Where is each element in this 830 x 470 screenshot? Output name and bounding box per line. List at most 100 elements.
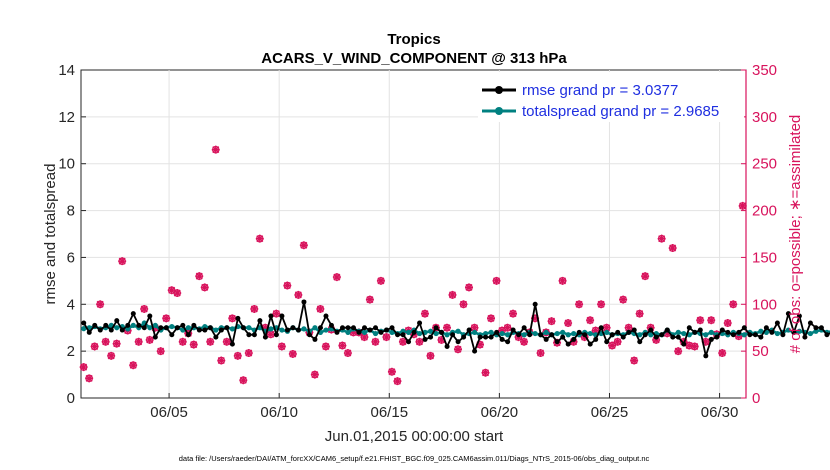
chart-subtitle: ACARS_V_WIND_COMPONENT @ 313 hPa [261, 50, 567, 67]
y-tick-label-right: 0 [752, 390, 760, 407]
rmse-point [345, 325, 351, 331]
rmse-point [395, 332, 401, 338]
spread-point [455, 328, 461, 334]
spread-point [444, 332, 450, 338]
rmse-point [191, 322, 197, 328]
spread-point [648, 332, 654, 338]
obs-assimilated-marker [630, 356, 639, 365]
rmse-point [317, 325, 323, 331]
obs-count-point [90, 342, 99, 351]
obs-assimilated-marker [200, 283, 209, 292]
rmse-point [268, 313, 274, 319]
obs-count-point [129, 361, 138, 370]
rmse-point [240, 325, 246, 331]
obs-assimilated-marker [167, 286, 176, 295]
rmse-point [411, 329, 417, 335]
obs-assimilated-marker [459, 300, 468, 309]
obs-count-point [509, 309, 518, 318]
rmse-point [483, 334, 489, 340]
legend: rmse grand pr = 3.0377 totalspread grand… [478, 72, 744, 122]
obs-assimilated-marker [575, 300, 584, 309]
obs-count-point [685, 341, 694, 350]
obs-count-point [195, 272, 204, 281]
obs-count-point [415, 337, 424, 346]
legend-box [478, 72, 744, 122]
x-tick-label: 06/10 [260, 404, 298, 421]
rmse-point [367, 327, 373, 333]
obs-assimilated-marker [140, 304, 149, 313]
rmse-point [769, 329, 775, 335]
spread-point [427, 328, 434, 334]
obs-count-point [619, 295, 628, 304]
spread-point [774, 330, 780, 337]
obs-count-point [338, 341, 347, 350]
legend-rmse-label: rmse grand pr = 3.0377 [522, 82, 678, 99]
obs-count-point [608, 341, 617, 350]
obs-assimilated-marker [685, 341, 694, 350]
rmse-point [384, 327, 390, 333]
y-tick-label-left: 10 [58, 156, 75, 173]
rmse-point [136, 322, 142, 328]
rmse-point [158, 325, 164, 331]
obs-assimilated-marker [492, 276, 501, 285]
obs-count-point [288, 349, 297, 358]
obs-assimilated-marker [288, 349, 297, 358]
rmse-point [807, 320, 813, 326]
rmse-point [494, 329, 500, 335]
footnote-data-file: data file: /Users/raeder/DAI/ATM_forcXX/… [179, 454, 650, 463]
spread-point [169, 323, 175, 330]
obs-count-point [718, 349, 727, 358]
rmse-point [185, 332, 191, 338]
rmse-point [152, 334, 158, 340]
obs-assimilated-marker [365, 295, 374, 304]
obs-assimilated-marker [387, 367, 396, 376]
spread-point [213, 327, 219, 333]
obs-count-point [657, 234, 666, 243]
y-axis-label-left: rmse and totalspread [42, 164, 59, 305]
obs-count-point [459, 300, 468, 309]
rmse-point [81, 320, 87, 326]
obs-assimilated-marker [255, 234, 264, 243]
y-tick-label-right: 300 [752, 109, 777, 126]
obs-count-point [690, 342, 699, 351]
rmse-point [521, 325, 527, 331]
obs-count-point [189, 340, 198, 349]
rmse-point [736, 329, 742, 335]
obs-assimilated-marker [382, 333, 391, 342]
obs-count-point [729, 300, 738, 309]
obs-assimilated-marker [696, 316, 705, 325]
x-tick-label: 06/05 [150, 404, 188, 421]
obs-assimilated-marker [470, 323, 479, 332]
spread-point [637, 332, 643, 338]
rmse-point [598, 325, 604, 331]
rmse-point [466, 327, 472, 333]
rmse-point [576, 329, 582, 335]
obs-count-point [738, 201, 747, 210]
obs-count-point [145, 335, 154, 344]
spread-point [499, 330, 505, 337]
obs-assimilated-marker [90, 342, 99, 351]
y-tick-label-right: 200 [752, 203, 777, 220]
rmse-point [373, 325, 379, 331]
rmse-point [538, 332, 544, 338]
obs-assimilated-marker [101, 337, 110, 346]
obs-count-point [365, 295, 374, 304]
obs-assimilated-marker [134, 337, 143, 346]
rmse-point [505, 339, 511, 345]
rmse-point [802, 334, 808, 340]
grid-lines [81, 70, 746, 398]
obs-assimilated-marker [531, 314, 540, 323]
rmse-point [686, 325, 692, 331]
obs-assimilated-marker [239, 376, 248, 385]
obs-count-point [222, 337, 231, 346]
obs-assimilated-marker [453, 345, 462, 354]
rmse-point [664, 327, 670, 333]
obs-count-point [316, 304, 325, 313]
obs-assimilated-marker [118, 257, 127, 266]
rmse-point [571, 336, 577, 342]
spread-point [521, 332, 527, 338]
spread-point [587, 330, 593, 337]
rmse-point [224, 325, 230, 331]
rmse-point [108, 327, 114, 333]
obs-count-point [343, 349, 352, 358]
